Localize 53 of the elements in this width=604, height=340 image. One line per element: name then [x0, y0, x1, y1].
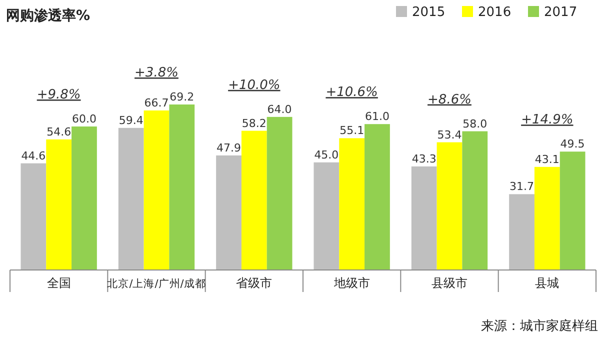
bar [339, 138, 365, 270]
data-label: 59.4 [118, 114, 144, 127]
bar [118, 128, 144, 270]
data-label: 58.2 [242, 116, 266, 130]
bar [509, 194, 534, 270]
text: +10.6% [326, 85, 378, 100]
bar [144, 110, 170, 270]
bar [266, 116, 292, 270]
data-label: 45.0 [314, 148, 339, 162]
bar [364, 124, 390, 270]
bar [534, 166, 560, 270]
annotation: +14.9% [521, 112, 574, 128]
data-label: 61.0 [364, 110, 390, 124]
text: +9.8% [36, 87, 81, 102]
x-tick-label: 北京/上海/广州/成都 [107, 277, 206, 290]
x-tick-label: 地级市 [332, 276, 370, 290]
data-label: 31.7 [510, 180, 534, 194]
legend-label: 2015 [412, 5, 446, 20]
bar [411, 166, 437, 270]
text: +3.8% [134, 65, 178, 80]
bar [241, 130, 267, 270]
x-tick-label: 县城 [535, 276, 560, 290]
x-tick-label: 全国 [46, 276, 71, 290]
text: +10.0% [228, 78, 280, 93]
bar [462, 131, 488, 270]
bar [560, 152, 586, 270]
data-label: 44.6 [21, 149, 46, 162]
data-label: 49.5 [560, 138, 585, 151]
chart-title: 网购渗透率% [6, 7, 90, 24]
x-tick-label: 县级市 [432, 276, 468, 290]
bar [314, 162, 340, 270]
data-label: 54.6 [46, 125, 72, 138]
data-label: 58.0 [462, 117, 488, 130]
source-note: 来源：城市家庭样组 [481, 318, 598, 334]
bar [20, 163, 46, 270]
data-label: 43.1 [534, 152, 560, 166]
annotation: +8.6% [428, 92, 472, 108]
data-label: 55.1 [340, 124, 364, 138]
legend-label: 2016 [478, 5, 512, 20]
data-label: 60.0 [72, 112, 96, 126]
legend-label: 2017 [544, 5, 578, 20]
bar [169, 104, 195, 270]
bar [216, 155, 242, 270]
data-label: 47.9 [216, 141, 242, 154]
data-label: 69.2 [170, 90, 194, 104]
bar [72, 126, 97, 270]
bar [436, 142, 462, 270]
x-tick-label: 省级市 [236, 276, 272, 290]
data-label: 66.7 [144, 96, 169, 110]
data-label: 53.4 [437, 128, 462, 142]
data-label: 43.3 [412, 152, 436, 166]
data-label: 64.0 [267, 102, 292, 116]
bar [46, 139, 72, 270]
